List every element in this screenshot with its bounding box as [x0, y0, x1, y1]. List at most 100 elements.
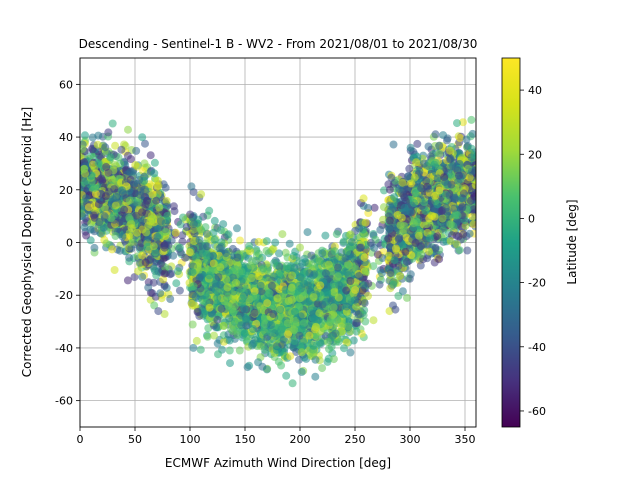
data-point — [413, 139, 422, 148]
data-point — [364, 292, 372, 300]
data-point — [407, 251, 416, 260]
data-point — [398, 287, 407, 296]
data-point — [252, 247, 261, 256]
data-point — [189, 343, 198, 352]
data-point — [467, 115, 476, 124]
data-point — [268, 245, 277, 254]
data-point — [435, 149, 444, 158]
data-point — [359, 194, 368, 203]
data-point — [297, 368, 306, 376]
data-point — [453, 119, 461, 128]
data-point — [171, 228, 180, 237]
data-point — [431, 158, 440, 167]
data-point — [318, 364, 327, 373]
data-point — [154, 267, 163, 276]
data-point — [81, 131, 89, 140]
data-point — [124, 125, 132, 134]
data-point — [162, 196, 171, 205]
data-point — [187, 182, 196, 191]
data-point — [146, 151, 155, 160]
data-point — [266, 339, 275, 348]
data-point — [321, 231, 330, 240]
data-point — [443, 136, 451, 145]
data-point — [216, 226, 225, 235]
data-point — [197, 190, 206, 199]
data-point — [282, 371, 291, 380]
data-point — [385, 185, 394, 194]
data-point — [468, 129, 476, 138]
data-point — [202, 229, 211, 238]
data-point — [311, 372, 320, 381]
data-point — [108, 175, 116, 184]
data-point — [82, 231, 91, 240]
data-point — [181, 253, 190, 262]
data-point — [108, 119, 117, 128]
data-point — [210, 235, 219, 244]
data-point — [176, 243, 184, 252]
data-point — [404, 172, 413, 181]
data-point — [405, 274, 414, 283]
data-point — [435, 141, 444, 150]
data-point — [285, 239, 294, 248]
data-point — [175, 286, 184, 295]
data-point — [88, 133, 97, 142]
data-point — [254, 237, 263, 246]
data-point — [387, 173, 396, 182]
data-point — [323, 357, 332, 366]
data-point — [123, 276, 132, 285]
data-point — [262, 237, 271, 246]
data-point — [431, 244, 440, 253]
data-point — [224, 230, 233, 239]
data-point — [370, 203, 379, 212]
data-point — [462, 135, 471, 144]
data-point — [90, 243, 99, 252]
data-points — [80, 115, 476, 388]
data-point — [353, 318, 362, 327]
data-point — [188, 320, 197, 329]
data-point — [417, 250, 425, 259]
data-point — [303, 228, 312, 237]
data-point — [196, 345, 205, 354]
data-point — [144, 283, 153, 292]
data-point — [369, 262, 378, 271]
data-point — [156, 289, 165, 298]
data-point — [329, 355, 338, 364]
data-point — [262, 246, 271, 255]
data-point — [176, 220, 185, 229]
data-point — [160, 310, 169, 318]
data-point — [361, 317, 370, 326]
data-point — [235, 346, 244, 355]
data-point — [375, 280, 384, 289]
data-point — [205, 206, 214, 215]
data-point — [416, 261, 425, 270]
data-point — [140, 185, 149, 194]
data-point — [243, 363, 252, 372]
data-point — [271, 238, 280, 247]
data-point — [373, 250, 382, 259]
data-point — [161, 183, 170, 192]
data-point — [225, 346, 234, 355]
data-point — [132, 146, 141, 155]
data-point — [110, 266, 119, 274]
data-point — [389, 140, 398, 149]
data-point — [219, 220, 228, 229]
data-point — [369, 316, 378, 325]
data-point — [173, 267, 182, 276]
data-point — [226, 359, 234, 368]
data-point — [332, 230, 341, 239]
data-point — [339, 237, 348, 246]
data-point — [275, 249, 283, 258]
data-point — [150, 301, 159, 310]
data-point — [225, 336, 234, 345]
data-point — [192, 336, 201, 345]
data-point — [403, 293, 411, 302]
data-point — [138, 251, 147, 260]
data-point — [138, 272, 147, 281]
data-point — [405, 164, 414, 173]
data-point — [130, 273, 139, 282]
data-point — [376, 225, 385, 234]
chart-title: Descending - Sentinel-1 B - WV2 - From 2… — [79, 37, 478, 51]
data-point — [431, 130, 440, 139]
data-point — [178, 231, 187, 240]
